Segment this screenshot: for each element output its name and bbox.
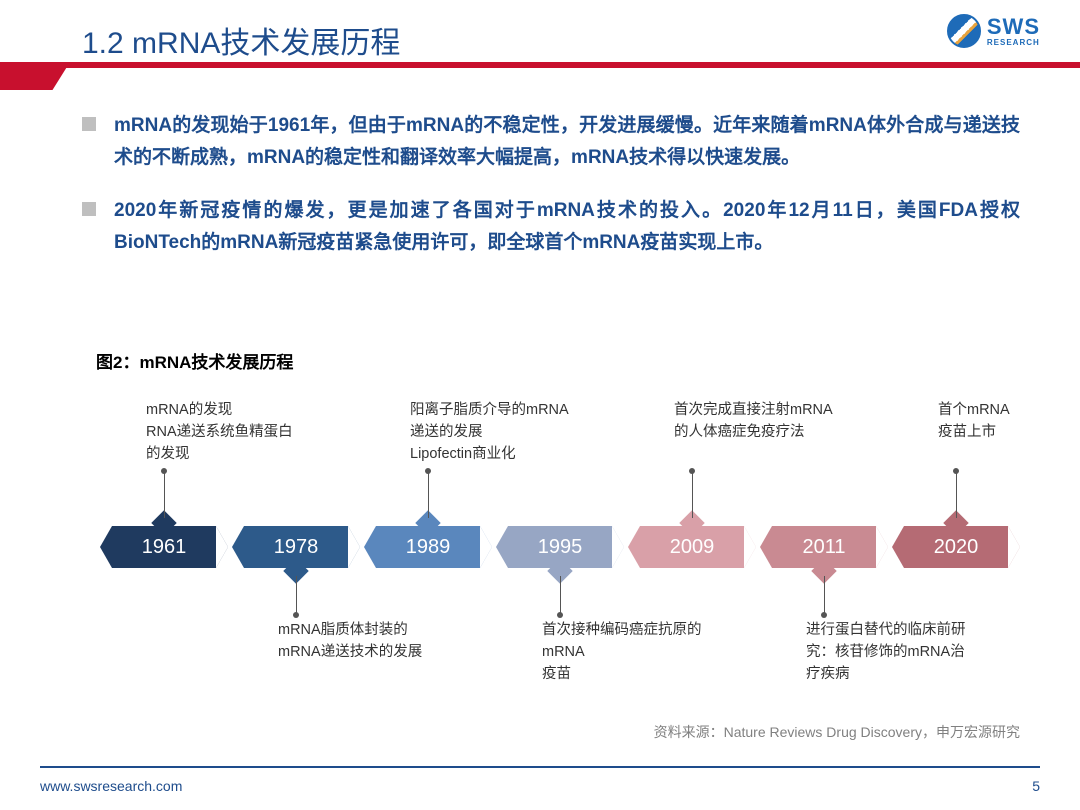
footer-url: www.swsresearch.com — [40, 778, 182, 794]
timeline-caption: mRNA脂质体封装的mRNA递送技术的发展 — [278, 620, 438, 664]
bullet-marker-icon — [82, 202, 96, 216]
timeline-caption: 阳离子脂质介导的mRNA递送的发展 Lipofectin商业化 — [410, 400, 570, 465]
timeline-caption: 首个mRNA 疫苗上市 — [938, 400, 1080, 444]
header-accent-bar — [0, 62, 1080, 68]
footer-divider — [40, 766, 1040, 768]
timeline-caption: 首次接种编码癌症抗原的mRNA 疫苗 — [542, 620, 702, 685]
bullet-item: 2020年新冠疫情的爆发，更是加速了各国对于mRNA技术的投入。2020年12月… — [82, 195, 1020, 260]
logo: SWS RESEARCH — [947, 14, 1040, 48]
header-accent-notch — [0, 62, 70, 90]
bullet-item: mRNA的发现始于1961年，但由于mRNA的不稳定性，开发进展缓慢。近年来随着… — [82, 110, 1020, 175]
logo-text: SWS — [987, 16, 1040, 38]
content-area: mRNA的发现始于1961年，但由于mRNA的不稳定性，开发进展缓慢。近年来随着… — [82, 110, 1020, 279]
page-title: 1.2 mRNA技术发展历程 — [82, 18, 400, 62]
page-number: 5 — [1032, 778, 1040, 794]
timeline-connector — [296, 576, 297, 614]
timeline-dot-icon — [425, 468, 431, 474]
timeline-caption: mRNA的发现 RNA递送系统鱼精蛋白的发现 — [146, 400, 306, 465]
timeline-connector — [956, 470, 957, 518]
timeline-dot-icon — [953, 468, 959, 474]
timeline-connector — [824, 576, 825, 614]
logo-subtext: RESEARCH — [987, 38, 1040, 47]
timeline-dot-icon — [557, 612, 563, 618]
timeline-dot-icon — [161, 468, 167, 474]
timeline-connector — [428, 470, 429, 518]
timeline-connector — [164, 470, 165, 518]
bullet-marker-icon — [82, 117, 96, 131]
timeline-dot-icon — [689, 468, 695, 474]
timeline-caption: 进行蛋白替代的临床前研究：核苷修饰的mRNA治疗疾病 — [806, 620, 966, 685]
source-attribution: 资料来源：Nature Reviews Drug Discovery，申万宏源研… — [654, 722, 1020, 742]
timeline-diagram: 1961mRNA的发现 RNA递送系统鱼精蛋白的发现1978mRNA脂质体封装的… — [70, 396, 1030, 656]
timeline-connector — [692, 470, 693, 518]
figure-title: 图2：mRNA技术发展历程 — [96, 348, 293, 373]
timeline-connector — [560, 576, 561, 614]
bullet-text: mRNA的发现始于1961年，但由于mRNA的不稳定性，开发进展缓慢。近年来随着… — [114, 110, 1020, 175]
timeline-dot-icon — [293, 612, 299, 618]
timeline-dot-icon — [821, 612, 827, 618]
timeline-caption: 首次完成直接注射mRNA的人体癌症免疫疗法 — [674, 400, 834, 444]
bullet-text: 2020年新冠疫情的爆发，更是加速了各国对于mRNA技术的投入。2020年12月… — [114, 195, 1020, 260]
logo-icon — [947, 14, 981, 48]
